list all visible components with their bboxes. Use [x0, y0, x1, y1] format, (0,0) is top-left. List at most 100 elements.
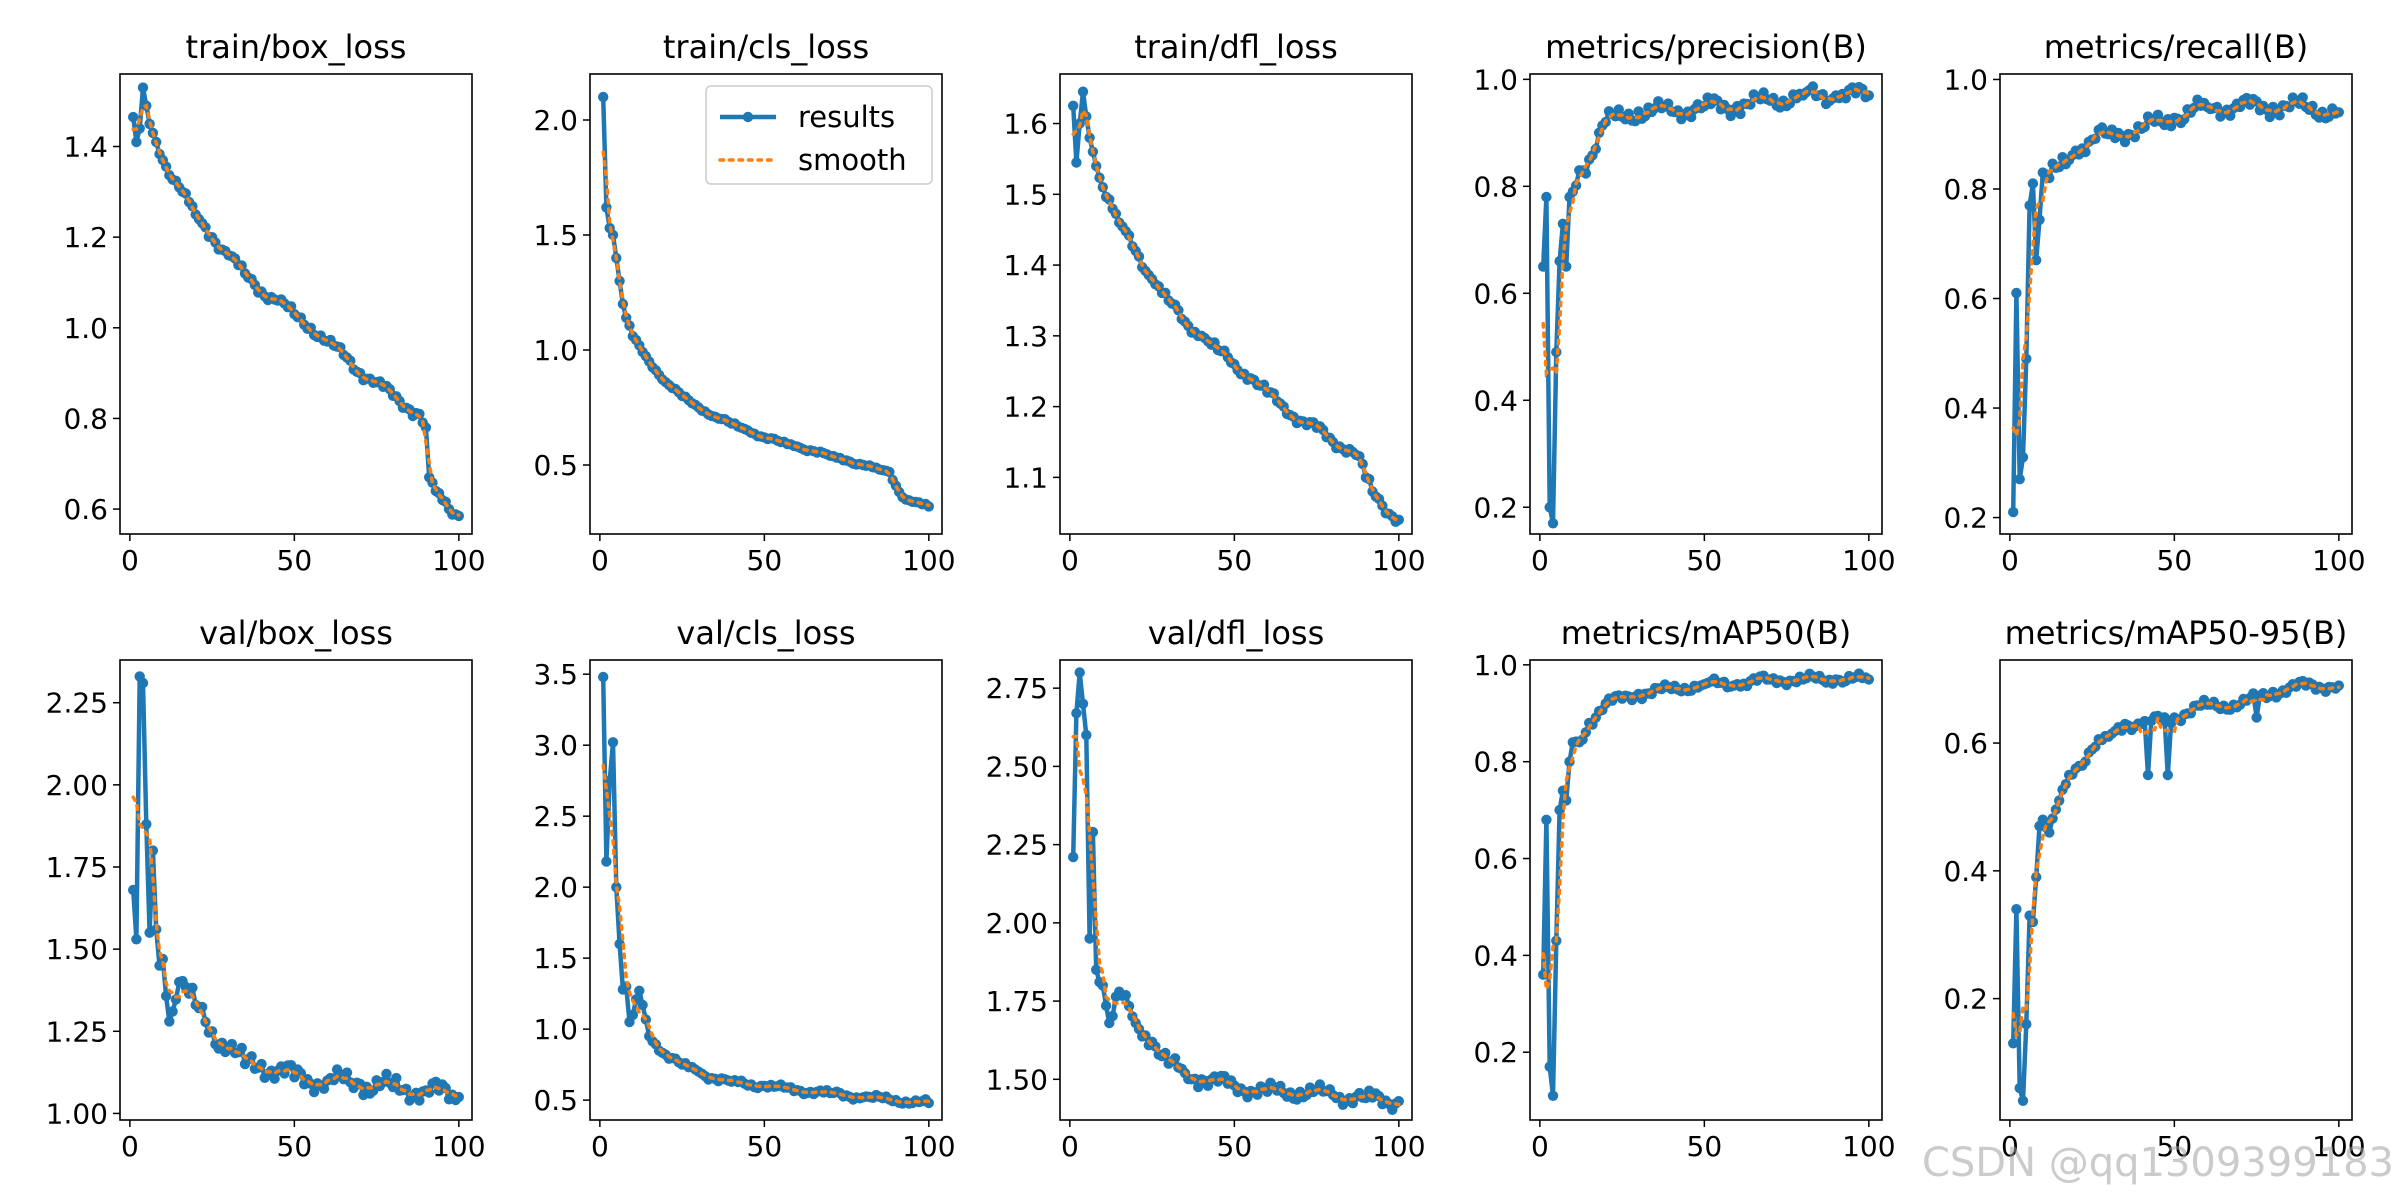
- results-point: [1544, 502, 1555, 513]
- y-tick-label: 0.8: [63, 402, 108, 435]
- y-tick-label: 0.2: [1943, 502, 1988, 535]
- results-point: [236, 1042, 247, 1054]
- y-tick-label: 0.6: [63, 493, 108, 526]
- smooth-line: [2011, 98, 2341, 442]
- y-tick-label: 2.0: [533, 104, 578, 137]
- chart-title: metrics/mAP50-95(B): [2005, 614, 2348, 652]
- x-tick-label: 0: [121, 544, 139, 577]
- y-tick-label: 0.6: [1943, 283, 1988, 316]
- results-point: [2021, 1018, 2032, 1030]
- results-point: [1084, 933, 1095, 944]
- results-point: [131, 934, 142, 945]
- y-tick-label: 1.50: [46, 933, 108, 966]
- plot-area: [1068, 667, 1405, 1116]
- results-point: [1107, 1010, 1118, 1022]
- axes-frame: [119, 73, 473, 535]
- results-point: [2017, 1095, 2029, 1107]
- results-point: [246, 1051, 257, 1062]
- y-tick-label: 1.5: [533, 219, 578, 252]
- results-point: [137, 82, 149, 93]
- y-tick-label: 3.5: [533, 658, 578, 691]
- results-point: [128, 884, 139, 896]
- results-point: [1541, 814, 1552, 825]
- results-point: [607, 737, 619, 748]
- plot-area: [598, 671, 934, 1109]
- smooth-line: [131, 795, 461, 1100]
- axes-frame: [589, 73, 943, 535]
- chart-panel: val/box_loss 0 50 100 1.00 1.25 1.50 1.75 2.00 2.…: [46, 614, 486, 1163]
- y-tick-label: 1.0: [63, 312, 108, 345]
- results-point: [295, 1068, 307, 1079]
- y-tick-label: 0.6: [1473, 843, 1518, 876]
- results-point: [187, 982, 198, 993]
- y-tick-label: 2.00: [46, 769, 108, 802]
- x-tick-label: 100: [1372, 544, 1425, 577]
- results-point: [137, 677, 149, 689]
- results-point: [598, 91, 609, 103]
- results-point: [2119, 136, 2131, 148]
- legend-smooth-label: smooth: [798, 143, 907, 177]
- y-tick-label: 1.50: [986, 1063, 1048, 1096]
- results-point: [308, 1086, 320, 1098]
- y-tick-label: 1.4: [1003, 249, 1048, 282]
- x-tick-label: 100: [902, 544, 955, 577]
- y-tick-label: 2.0: [533, 871, 578, 904]
- smooth-line: [601, 150, 931, 507]
- results-point: [2251, 712, 2262, 723]
- results-point: [2090, 133, 2101, 144]
- y-tick-label: 0.8: [1473, 746, 1518, 779]
- results-point: [1068, 100, 1079, 112]
- chart-panel: metrics/recall(B) 0 50 100 0.2 0.4 0.6 0.8 1.0: [1943, 28, 2365, 577]
- x-tick-label: 0: [2001, 544, 2019, 577]
- x-tick-label: 100: [902, 1130, 955, 1163]
- results-point: [269, 1073, 280, 1084]
- y-tick-label: 2.25: [46, 687, 108, 720]
- results-point: [1840, 93, 1852, 104]
- plot-area: [128, 671, 464, 1106]
- chart-panel: metrics/mAP50-95(B) 0 50 100 0.2 0.4 0.6: [1943, 614, 2365, 1163]
- y-tick-label: 1.0: [1473, 63, 1518, 96]
- results-point: [131, 136, 142, 148]
- results-point: [226, 1038, 238, 1050]
- chart-title: val/dfl_loss: [1148, 614, 1325, 652]
- x-tick-label: 50: [2157, 544, 2193, 577]
- y-tick-label: 0.4: [1943, 855, 1988, 888]
- y-tick-label: 0.5: [533, 1084, 578, 1117]
- results-point: [318, 1083, 330, 1095]
- y-tick-label: 2.50: [986, 750, 1048, 783]
- y-tick-label: 1.5: [1003, 178, 1048, 211]
- chart-title: train/cls_loss: [663, 28, 869, 66]
- results-point: [2044, 827, 2055, 838]
- x-tick-label: 50: [2157, 1130, 2193, 1163]
- results-point: [634, 985, 645, 996]
- results-point: [1077, 698, 1089, 709]
- results-point: [2024, 200, 2035, 211]
- x-tick-label: 100: [432, 1130, 485, 1163]
- y-tick-label: 1.4: [63, 131, 108, 164]
- legend-results-marker: [742, 111, 754, 123]
- results-point: [598, 671, 609, 683]
- results-point: [1071, 708, 1082, 719]
- results-point: [2165, 121, 2177, 132]
- x-tick-label: 100: [1842, 544, 1895, 577]
- y-tick-label: 1.5: [533, 942, 578, 975]
- results-line: [130, 674, 461, 1103]
- results-point: [1068, 851, 1079, 863]
- results-point: [2037, 814, 2048, 825]
- plot-area: [1538, 81, 1875, 529]
- y-tick-label: 0.5: [533, 449, 578, 482]
- plot-area: [128, 82, 464, 522]
- results-point: [1547, 1090, 1559, 1102]
- results-point: [2008, 506, 2019, 518]
- chart-title: metrics/recall(B): [2044, 28, 2309, 66]
- y-tick-label: 0.2: [1473, 491, 1518, 524]
- results-point: [2008, 1038, 2019, 1049]
- results-point: [1807, 81, 1819, 92]
- axes-frame: [589, 659, 943, 1121]
- x-tick-label: 50: [1687, 544, 1723, 577]
- chart-title: val/cls_loss: [676, 614, 855, 652]
- smooth-line: [1071, 734, 1401, 1107]
- y-tick-label: 2.25: [986, 829, 1048, 862]
- y-tick-label: 1.2: [1003, 391, 1048, 424]
